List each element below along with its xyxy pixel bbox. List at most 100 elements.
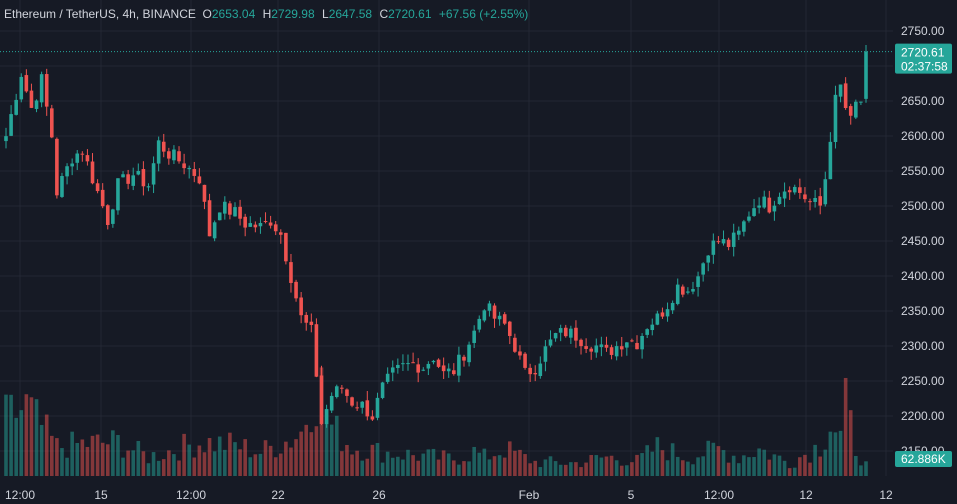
candle xyxy=(263,212,268,224)
volume-bar xyxy=(706,440,711,477)
candle-body xyxy=(4,136,8,142)
time-axis[interactable]: 12:00 15 12:00 22 26 Feb 5 12:00 12 12 xyxy=(0,476,893,504)
candle xyxy=(380,381,385,400)
candle xyxy=(645,328,649,339)
candle-body xyxy=(340,387,344,389)
volume-bar xyxy=(681,460,685,477)
candle-body xyxy=(553,333,558,339)
candle-body xyxy=(492,305,497,319)
candle-body xyxy=(360,401,365,408)
volume-bar xyxy=(833,432,838,477)
candle-body xyxy=(579,339,583,347)
volume-bar xyxy=(182,433,186,477)
candle xyxy=(334,384,339,399)
candle xyxy=(828,132,833,180)
candle xyxy=(324,404,329,428)
candle xyxy=(782,182,787,208)
candle xyxy=(589,346,594,360)
candle xyxy=(507,320,512,345)
volume-bar xyxy=(390,457,395,477)
candle xyxy=(9,105,13,137)
candle xyxy=(319,365,324,426)
volume-bar xyxy=(731,455,736,477)
candle xyxy=(390,360,395,382)
candle xyxy=(431,359,436,365)
volume-bar xyxy=(263,440,268,477)
candle xyxy=(538,356,543,379)
candle xyxy=(569,325,573,344)
candle xyxy=(421,367,426,372)
volume-bar xyxy=(665,460,670,477)
volume-bar xyxy=(441,450,446,477)
candle-body xyxy=(558,328,563,333)
volume-bar xyxy=(416,460,420,477)
price-axis[interactable]: 2150.002200.002250.002300.002350.002400.… xyxy=(893,0,957,504)
candle-body xyxy=(670,302,675,311)
candle xyxy=(172,145,176,165)
candle xyxy=(513,333,517,353)
candle xyxy=(487,300,492,317)
high-value: 2729.98 xyxy=(271,7,315,21)
candle xyxy=(675,278,680,306)
candle xyxy=(85,149,90,166)
open-label: O xyxy=(202,7,212,21)
volume-bar xyxy=(375,443,380,477)
candle-body xyxy=(319,375,324,424)
candle-body xyxy=(284,232,288,262)
candle-body xyxy=(635,342,639,350)
candle-body xyxy=(233,207,237,217)
change-value: +67.56 (+2.55%) xyxy=(438,7,529,21)
volume-bar xyxy=(111,430,115,477)
volume-bar xyxy=(569,462,573,477)
candle-body xyxy=(818,196,823,206)
candle-body xyxy=(757,205,761,208)
candle-body xyxy=(742,221,746,232)
volume-bar xyxy=(859,465,863,477)
volume-bar xyxy=(167,450,171,477)
candle xyxy=(212,220,217,242)
volume-bar xyxy=(721,450,726,477)
candle xyxy=(477,315,482,333)
candle-body xyxy=(731,232,736,247)
candle xyxy=(105,204,110,230)
volume-bar xyxy=(538,467,543,477)
candle-body xyxy=(14,99,18,115)
candle-body xyxy=(44,74,49,107)
volume-bar xyxy=(4,394,8,477)
candle xyxy=(14,93,18,116)
low-label: L xyxy=(322,7,329,21)
price-tick-label: 2500.00 xyxy=(901,199,945,213)
volume-bar xyxy=(543,459,548,477)
volume-bar xyxy=(268,445,273,477)
candle-body xyxy=(792,186,797,193)
volume-bar xyxy=(472,446,476,477)
candle-body xyxy=(161,141,166,152)
volume-bar xyxy=(487,459,492,477)
price-tick-label: 2400.00 xyxy=(901,269,945,283)
volume-bar xyxy=(9,394,13,477)
candle-body xyxy=(513,337,517,352)
volume-bar xyxy=(467,461,471,477)
volume-bar xyxy=(584,462,588,477)
candle xyxy=(808,198,812,211)
candle-body xyxy=(798,187,802,193)
volume-bar xyxy=(528,463,532,477)
volume-bar xyxy=(294,439,298,477)
open-value: 2653.04 xyxy=(211,7,256,21)
volume-bar xyxy=(843,377,848,477)
candle-body xyxy=(548,339,553,346)
time-tick-label: 12 xyxy=(799,488,813,502)
symbol-title[interactable]: Ethereum / TetherUS, 4h, BINANCE xyxy=(4,7,196,21)
candle xyxy=(742,219,746,237)
candle-body xyxy=(487,303,492,311)
volume-bar xyxy=(121,457,125,477)
candle-body xyxy=(426,363,431,369)
candle-body xyxy=(34,100,39,109)
volume-bar xyxy=(406,449,410,477)
candle-body xyxy=(80,153,85,155)
volume-bar xyxy=(675,456,680,477)
volume-bar xyxy=(95,434,100,477)
candle-body xyxy=(314,324,319,377)
